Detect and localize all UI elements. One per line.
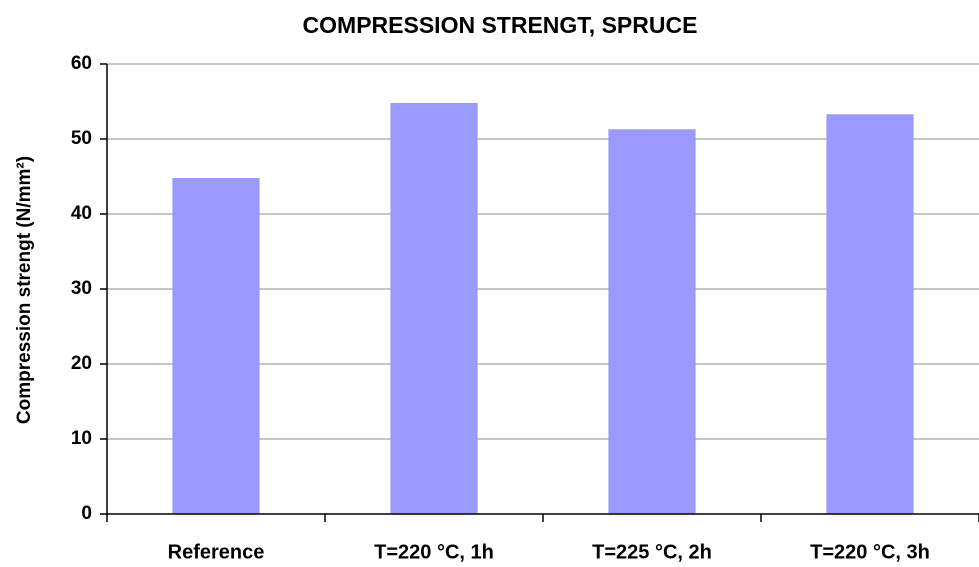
x-tick-label: Reference [168, 541, 265, 563]
y-tick-label: 40 [71, 203, 92, 224]
y-tick-label: 10 [71, 428, 92, 449]
bar [390, 103, 478, 514]
bar [172, 178, 260, 514]
x-tick-label: T=220 °C, 3h [810, 541, 930, 563]
y-tick-label: 50 [71, 128, 92, 149]
y-tick-label: 30 [71, 278, 92, 299]
y-tick-label: 0 [81, 503, 92, 524]
y-tick-label: 20 [71, 353, 92, 374]
chart-title: COMPRESSION STRENGT, SPRUCE [303, 12, 698, 38]
x-tick-label: T=220 °C, 1h [374, 541, 494, 563]
bar [826, 114, 914, 514]
bar [608, 129, 696, 514]
x-tick-label: T=225 °C, 2h [592, 541, 712, 563]
y-axis-label: Compression strengt (N/mm²) [14, 156, 35, 424]
y-tick-label: 60 [71, 53, 92, 74]
